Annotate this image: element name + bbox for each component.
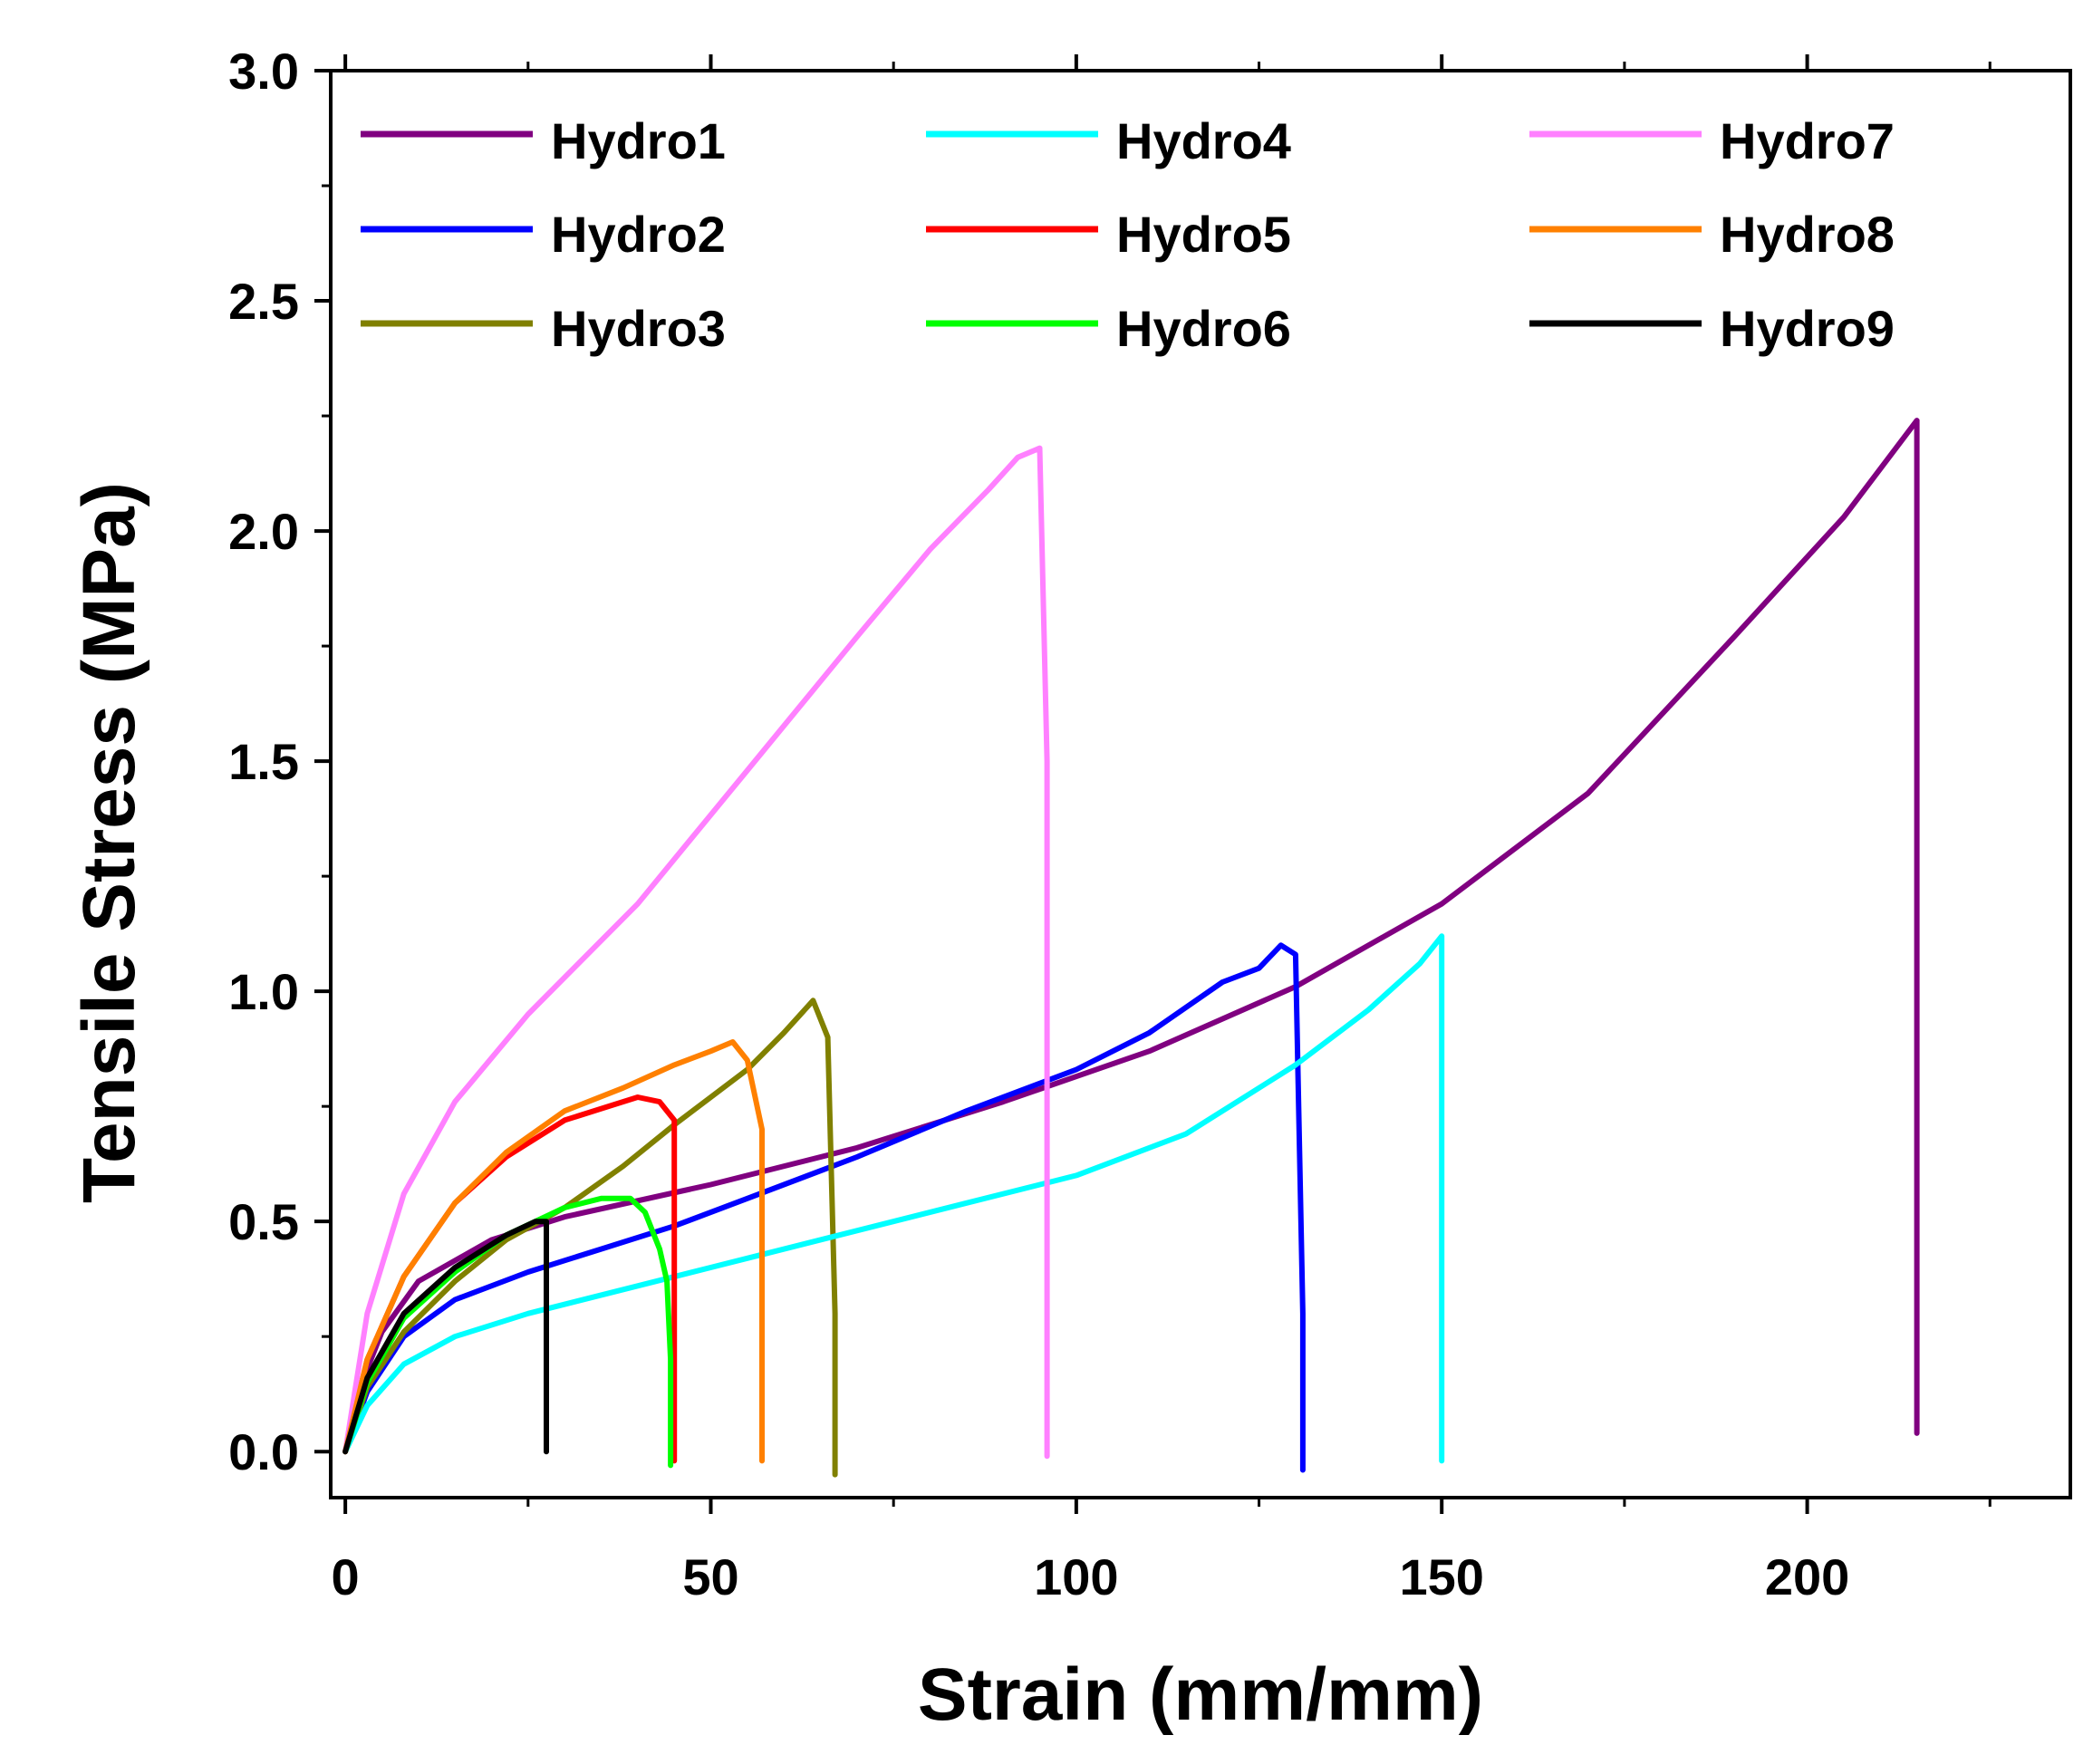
y-tick-label: 3.0 [228,43,299,100]
y-tick-label: 1.0 [228,963,299,1020]
legend-label-hydro4: Hydro4 [1116,112,1291,169]
plot-frame [329,69,2072,1499]
y-tick-label: 2.5 [228,273,299,330]
series-line-hydro7 [342,445,1050,1460]
x-tick-label: 150 [1399,1548,1483,1605]
legend-label-hydro8: Hydro8 [1720,206,1895,263]
series-line-hydro4 [342,933,1445,1464]
legend-label-hydro1: Hydro1 [551,112,726,169]
series-line-hydro9 [342,1219,549,1455]
series-line-hydro2 [342,942,1306,1473]
x-tick-label: 0 [332,1548,360,1605]
legend-label-hydro7: Hydro7 [1720,112,1895,169]
y-tick-label: 1.5 [228,733,299,790]
legend-label-hydro6: Hydro6 [1116,300,1291,357]
legend-label-hydro5: Hydro5 [1116,206,1291,263]
series-line-hydro1 [342,418,1920,1455]
legend-label-hydro3: Hydro3 [551,300,726,357]
y-tick-label: 2.0 [228,503,299,560]
y-tick-label: 0.0 [228,1423,299,1480]
legend-label-hydro9: Hydro9 [1720,300,1895,357]
x-axis-title: Strain (mm/mm) [918,1653,1483,1736]
y-tick-label: 0.5 [228,1193,299,1250]
x-tick-label: 100 [1034,1548,1118,1605]
x-tick-label: 200 [1765,1548,1849,1605]
x-tick-label: 50 [682,1548,738,1605]
y-axis-title: Tensile Stress (MPa) [68,482,150,1203]
legend-label-hydro2: Hydro2 [551,206,726,263]
series-line-hydro8 [342,1039,765,1464]
